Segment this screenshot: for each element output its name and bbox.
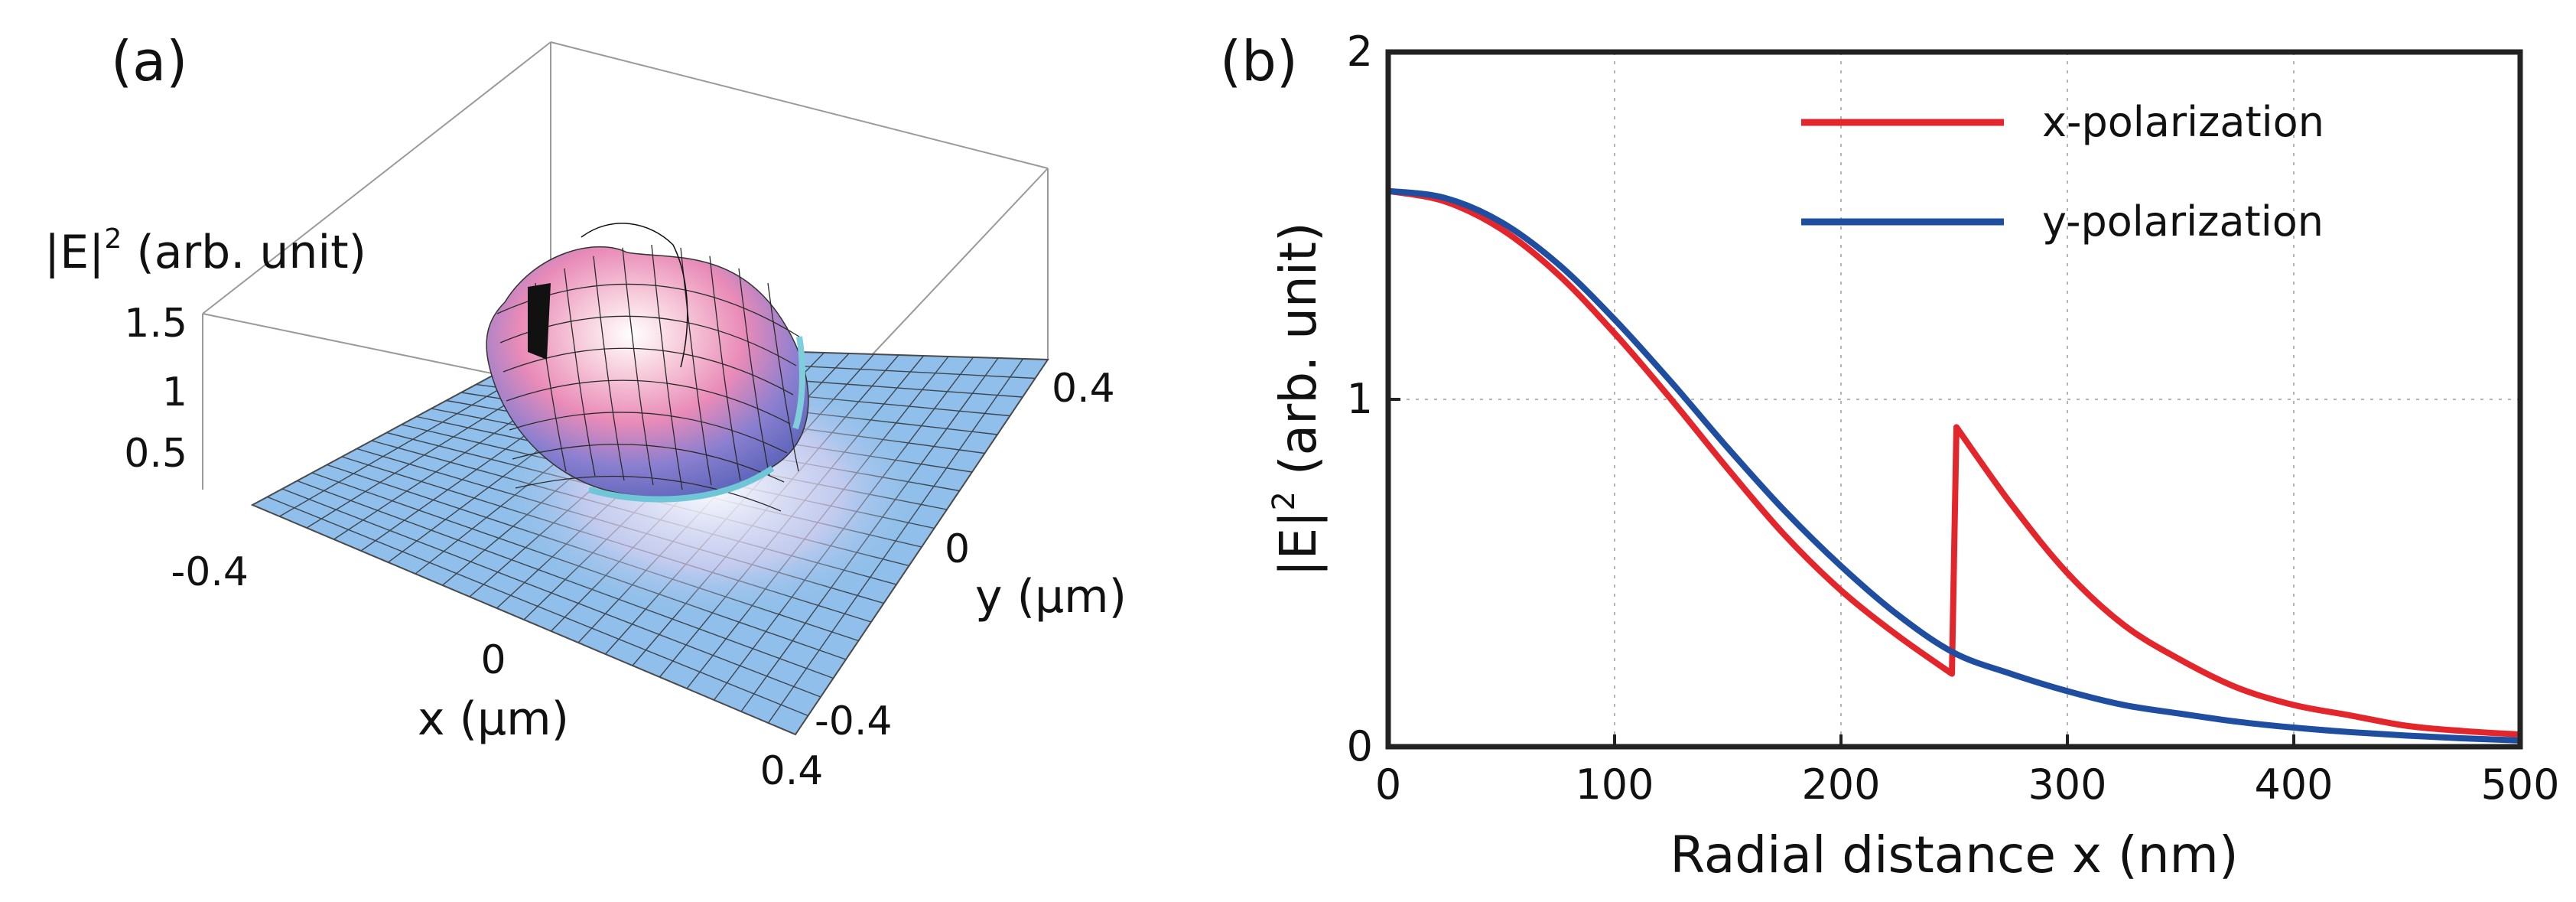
- bump-mesh-line: [709, 256, 741, 481]
- x-tick-label: -0.4: [171, 549, 249, 595]
- bump-mesh-line: [767, 282, 799, 472]
- x-tick-label: 200: [1801, 760, 1880, 809]
- z-tick-label: 0.5: [124, 431, 187, 477]
- y-tick-label: 2: [1347, 28, 1373, 76]
- y-tick-label: -0.4: [815, 698, 892, 744]
- ticks: 0 100 200 300 400 500 0 1 2: [1347, 28, 2560, 809]
- x-tick-label: 500: [2480, 760, 2559, 809]
- bump-mesh-line: [512, 444, 785, 483]
- panel-b: (b) 0 100 200 300 400 500 0 1 2 Radial distance …: [1220, 28, 2560, 884]
- y-tick-label: 1: [1347, 375, 1373, 423]
- legend: x-polarization y-polarization: [1801, 98, 2324, 246]
- x-tick-label: 100: [1575, 760, 1654, 809]
- x-tick-label: 0.4: [760, 748, 824, 794]
- legend-entry-y-polarization: y-polarization: [2042, 197, 2324, 246]
- x-tick-label: 400: [2254, 760, 2333, 809]
- y-axis-label: |E|2 (arb. unit): [1267, 222, 1328, 576]
- bump-mesh-line: [506, 379, 791, 425]
- series-layer: [1387, 187, 2521, 744]
- bump-mesh-line: [738, 268, 770, 477]
- x-axis-label: x (μm): [418, 692, 569, 746]
- panel-a: (a) |E|2 (arb. unit) 1.5 1 0.5 -0.4: [44, 29, 1127, 794]
- series-line-y-polarization: [1387, 187, 2521, 744]
- x-tick-label: 0: [1375, 760, 1401, 809]
- bump-mesh: [496, 244, 800, 512]
- surface-bump: [486, 246, 809, 498]
- z-tick-label: 1.5: [124, 301, 187, 347]
- bump-mesh-line: [622, 247, 654, 486]
- grid: [1388, 52, 2520, 747]
- y-tick-label: 0: [1347, 722, 1373, 770]
- bump-mesh-line: [564, 268, 596, 477]
- bump-mesh-line: [680, 247, 712, 486]
- x-tick-label: 0: [480, 637, 506, 683]
- z-axis-label: |E|2 (arb. unit): [44, 223, 366, 279]
- surface-cutout: [528, 283, 551, 360]
- y-tick-label: 0.4: [1052, 366, 1115, 412]
- x-tick-label: 300: [2028, 760, 2106, 809]
- series-line-x-polarization: [1387, 187, 2521, 738]
- z-tick-label: 1: [162, 370, 187, 415]
- y-tick-label: 0: [945, 526, 970, 572]
- legend-entry-x-polarization: x-polarization: [2042, 98, 2324, 146]
- bump-mesh-line: [503, 347, 794, 396]
- x-axis-label: Radial distance x (nm): [1670, 825, 2238, 884]
- bump-mesh-line: [593, 256, 625, 481]
- bump-mesh-line: [651, 244, 683, 490]
- panel-a-label: (a): [111, 29, 187, 93]
- bump-mesh-line: [515, 475, 782, 512]
- panel-b-label: (b): [1220, 29, 1298, 93]
- y-axis-label: y (μm): [975, 570, 1127, 624]
- bump-mesh-line: [509, 412, 788, 454]
